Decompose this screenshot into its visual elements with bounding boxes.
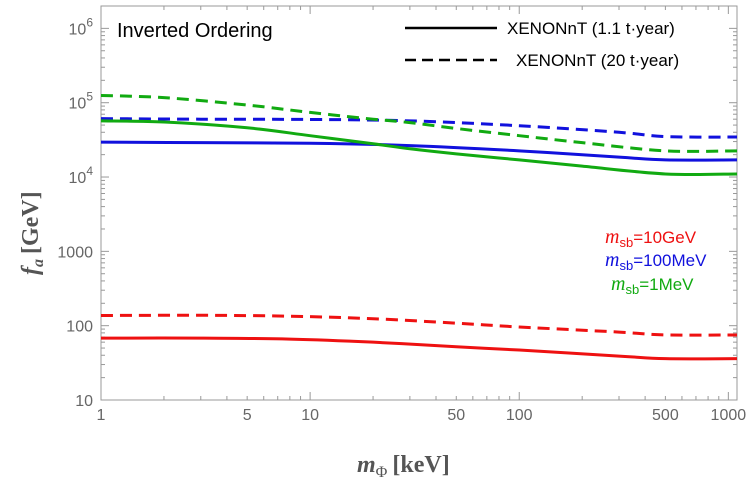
y-tick-label: 1000 [57,244,93,261]
series-line-3 [100,117,738,139]
x-tick-label: 1000 [711,407,747,424]
series-line-0 [100,336,738,361]
y-tick-label: 104 [69,164,94,187]
x-tick-label: 100 [506,407,533,424]
ticks [100,5,737,401]
chart-title: Inverted Ordering [117,20,273,42]
y-tick-label: 100 [66,319,93,336]
series-lines [100,94,738,361]
y-tick-label: 105 [69,90,94,113]
series-line-1 [100,313,738,337]
x-axis-title: mΦ [keV] [357,452,450,480]
series-line-5 [100,94,738,153]
x-tick-label: 50 [447,407,465,424]
x-tick-label: 1 [97,407,106,424]
tick-labels: 1 5 10 50 100 500 1000 10 100 1000 104 105 106 [57,15,746,424]
legend-label-solid: XENONnT (1.1 t·year) [507,19,675,38]
legend: XENONnT (1.1 t·year) XENONnT (20 t·year) [405,19,679,70]
y-axis-title: fa[GeV] [18,191,47,275]
legend-label-dashed: XENONnT (20 t·year) [516,51,679,70]
annotation-msb-10gev: msb=10GeV [605,226,697,250]
annotations: msb=10GeV msb=100MeV msb=1MeV [605,226,707,297]
series-line-2 [100,140,738,162]
series-line-4 [100,119,738,177]
y-tick-label: 106 [69,15,94,38]
annotation-msb-1mev: msb=1MeV [611,273,694,297]
y-tick-label: 10 [75,393,93,410]
x-tick-label: 500 [652,407,679,424]
x-tick-label: 5 [243,407,252,424]
plot-frame [100,5,738,401]
annotation-msb-100mev: msb=100MeV [605,249,707,273]
x-tick-label: 10 [301,407,319,424]
